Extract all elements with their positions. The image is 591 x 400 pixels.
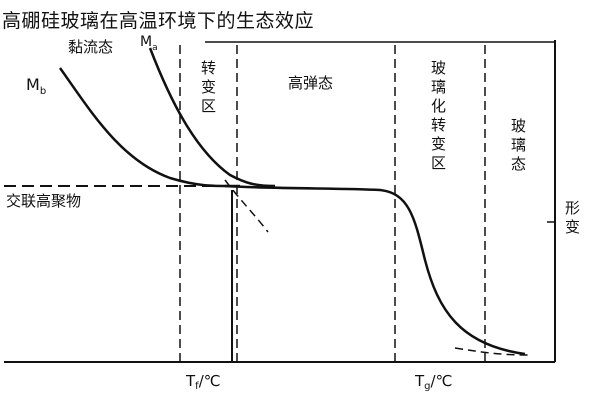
label-viscous: 黏流态 — [68, 38, 113, 56]
label-glass-transition: 玻璃化转变区 — [429, 60, 447, 174]
page-title: 高硼硅玻璃在高温环境下的生态效应 — [2, 10, 315, 32]
label-transition: 转变区 — [199, 60, 217, 117]
ma-curve — [148, 47, 276, 188]
deformation-curve — [224, 184, 526, 356]
mb-curve — [58, 67, 241, 188]
label-crosslinked: 交联高聚物 — [6, 192, 81, 210]
glassy-tail — [454, 347, 529, 356]
label-mb: Mb — [26, 75, 46, 97]
label-deformation: 形变 — [563, 200, 581, 238]
label-tf: Tf/℃ — [185, 372, 221, 392]
label-high-elastic: 高弹态 — [288, 74, 333, 92]
label-tg: Tg/℃ — [414, 372, 452, 392]
label-glassy: 玻璃态 — [509, 118, 527, 175]
label-ma: Ma — [140, 34, 158, 53]
ma-tail — [224, 179, 269, 233]
